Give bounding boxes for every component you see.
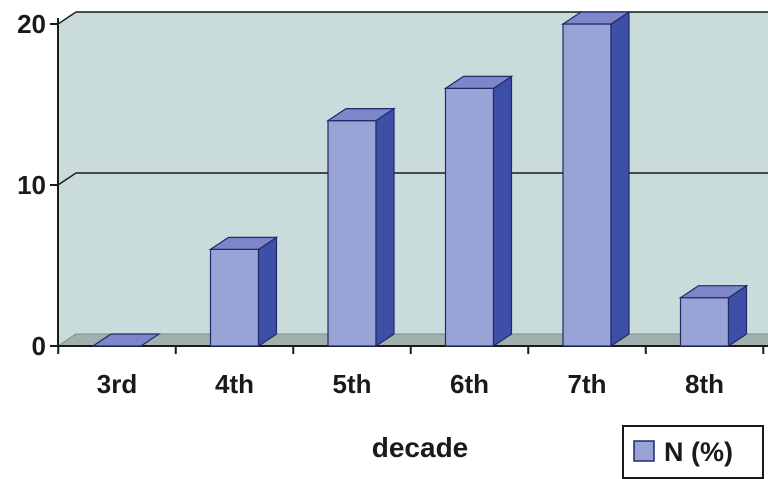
x-category-label: 3rd [97,369,137,399]
bar-front [679,297,730,347]
x-category-label: 6th [450,369,489,399]
x-category-label: 7th [568,369,607,399]
bar-front [562,23,612,347]
bar-side [610,10,630,348]
bar-front [209,248,260,347]
y-tick-labels: 0 10 20 [17,9,46,361]
gridlines [57,11,768,186]
gridline-depth [57,11,77,25]
axes [50,18,768,354]
x-category-label: 5th [333,369,372,399]
y-tick-label: 10 [17,170,46,200]
bar-side [375,107,395,348]
bar-top [678,285,749,299]
bar-top [91,333,161,347]
bar-side [257,236,278,348]
floor [56,333,768,347]
back-wall [57,11,768,347]
x-category-labels: 3rd 4th 5th 6th 7th 8th [97,369,724,399]
gridline-depth [57,172,77,186]
legend-label: N (%) [664,437,733,467]
bar-7th [561,10,631,348]
bar-top [208,236,279,250]
legend: N (%) [622,425,764,479]
legend-swatch [633,440,655,462]
x-axis-title: decade [372,432,469,463]
bar-6th [443,75,514,348]
x-category-label: 4th [215,369,254,399]
bar-4th [208,236,279,348]
bar-top [326,107,396,122]
y-tick-label: 0 [32,331,46,361]
bar-5th [326,107,396,348]
bar-top [561,11,631,25]
x-category-label: 8th [685,369,724,399]
legend-box [622,425,764,479]
bar-front [444,87,495,347]
bar-front [327,119,377,347]
chart-walls [56,11,768,347]
bars [91,10,749,348]
bar-side [492,75,513,348]
y-tick-label: 20 [17,9,46,39]
bar-top [443,75,514,90]
bar-3rd [91,333,161,347]
bar-8th [678,284,749,348]
